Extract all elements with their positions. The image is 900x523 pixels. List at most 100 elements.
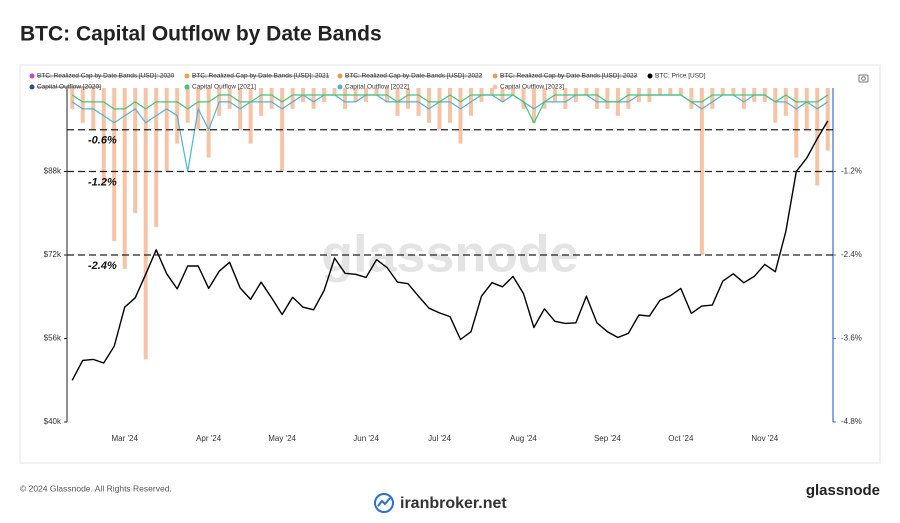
bar xyxy=(521,88,526,109)
legend-item[interactable]: Capital Outflow [2023] xyxy=(492,84,565,91)
legend-marker xyxy=(184,73,190,79)
y-tick-label: $40k xyxy=(44,417,62,426)
bar xyxy=(668,88,673,95)
legend-marker xyxy=(337,73,343,79)
brand: glassnode xyxy=(806,482,880,499)
camera-icon[interactable] xyxy=(858,74,869,83)
bar xyxy=(720,88,725,95)
bar xyxy=(489,88,494,95)
chart-frame xyxy=(19,64,881,464)
legend-item[interactable]: BTC: Price [USD] xyxy=(647,73,706,80)
bar xyxy=(542,88,547,109)
bar xyxy=(185,88,190,123)
reference-label: -2.4% xyxy=(88,260,117,272)
legend-label: Capital Outflow [2022] xyxy=(345,84,409,91)
y2-tick-label: -1.2% xyxy=(841,167,862,176)
site-logo xyxy=(374,493,394,513)
legend-label: Capital Outflow [2021] xyxy=(192,84,256,91)
bar xyxy=(584,88,589,95)
bar xyxy=(206,88,211,158)
bar xyxy=(678,88,683,95)
bar xyxy=(133,88,138,214)
bar xyxy=(343,88,348,109)
legend-marker xyxy=(647,73,653,79)
bar xyxy=(437,88,442,130)
legend-label: Capital Outflow [2023] xyxy=(500,84,564,91)
legend-item[interactable]: Capital Outflow [2021] xyxy=(184,84,257,91)
bar xyxy=(605,88,610,109)
bar xyxy=(406,88,411,109)
bar xyxy=(112,88,117,242)
legend-label: BTC: Realized Cap by Date Bands [USD]: 2… xyxy=(345,73,483,80)
y-tick-label: $88k xyxy=(44,167,62,176)
bar xyxy=(290,88,295,109)
bar xyxy=(794,88,799,158)
y-tick-label: $56k xyxy=(44,334,62,343)
legend-item[interactable]: BTC: Realized Cap by Date Bands [USD]: 2… xyxy=(184,73,330,80)
bar xyxy=(374,88,379,95)
bar xyxy=(741,88,746,109)
legend-item[interactable]: BTC: Realized Cap by Date Bands [USD]: 2… xyxy=(29,73,175,80)
y2-tick-label: -3.6% xyxy=(841,334,862,343)
bar xyxy=(531,88,536,123)
bar xyxy=(815,88,820,186)
bar xyxy=(427,88,432,123)
bar xyxy=(773,88,778,123)
bar xyxy=(332,88,337,95)
chart-title: BTC: Capital Outflow by Date Bands xyxy=(20,23,382,46)
y2-tick-label: -2.4% xyxy=(841,250,862,259)
legend-marker xyxy=(29,73,35,79)
bar xyxy=(510,88,515,95)
legend-label: BTC: Realized Cap by Date Bands [USD]: 2… xyxy=(500,73,638,80)
legend-label: BTC: Price [USD] xyxy=(655,73,706,80)
legend-marker xyxy=(492,84,498,90)
bar xyxy=(227,88,232,109)
bar xyxy=(80,88,85,123)
line xyxy=(71,94,829,173)
bar xyxy=(122,88,127,269)
bar xyxy=(269,88,274,109)
reference-label: -1.2% xyxy=(88,176,117,188)
bar xyxy=(594,88,599,109)
legend-item[interactable]: Capital Outflow [2020] xyxy=(29,84,102,91)
x-tick-label: Oct '24 xyxy=(668,434,694,443)
x-tick-label: Nov '24 xyxy=(751,434,778,443)
bar xyxy=(731,88,736,95)
legend-item[interactable]: BTC: Realized Cap by Date Bands [USD]: 2… xyxy=(492,73,638,80)
bar xyxy=(143,88,148,360)
bar xyxy=(448,88,452,123)
x-tick-label: Sep '24 xyxy=(594,434,621,443)
bar xyxy=(699,88,704,255)
x-tick-label: Jun '24 xyxy=(353,434,379,443)
y2-tick-label: -4.8% xyxy=(841,417,862,426)
legend-marker xyxy=(29,84,35,90)
legend-label: Capital Outflow [2020] xyxy=(37,84,101,91)
bar xyxy=(804,88,809,130)
bar xyxy=(563,88,568,109)
x-tick-label: Apr '24 xyxy=(196,434,222,443)
x-tick-label: Aug '24 xyxy=(510,434,537,443)
bar xyxy=(248,88,253,144)
legend-item[interactable]: Capital Outflow [2022] xyxy=(337,84,410,91)
line xyxy=(71,94,829,124)
bar xyxy=(710,88,715,109)
x-tick-label: Jul '24 xyxy=(428,434,451,443)
bar xyxy=(458,88,463,144)
bar xyxy=(825,88,830,151)
legend-marker xyxy=(492,73,498,79)
legend-marker xyxy=(184,84,190,90)
bar xyxy=(311,88,316,109)
x-tick-label: May '24 xyxy=(268,434,296,443)
y-tick-label: $72k xyxy=(44,250,62,259)
legend-label: BTC: Realized Cap by Date Bands [USD]: 2… xyxy=(37,73,175,80)
bar xyxy=(101,88,106,186)
line xyxy=(71,120,829,381)
legend-label: BTC: Realized Cap by Date Bands [USD]: 2… xyxy=(192,73,330,80)
legend-marker xyxy=(337,84,343,90)
site-name: iranbroker.net xyxy=(400,495,507,512)
bar xyxy=(657,88,662,95)
legend-item[interactable]: BTC: Realized Cap by Date Bands [USD]: 2… xyxy=(337,73,483,80)
bar xyxy=(626,88,631,109)
